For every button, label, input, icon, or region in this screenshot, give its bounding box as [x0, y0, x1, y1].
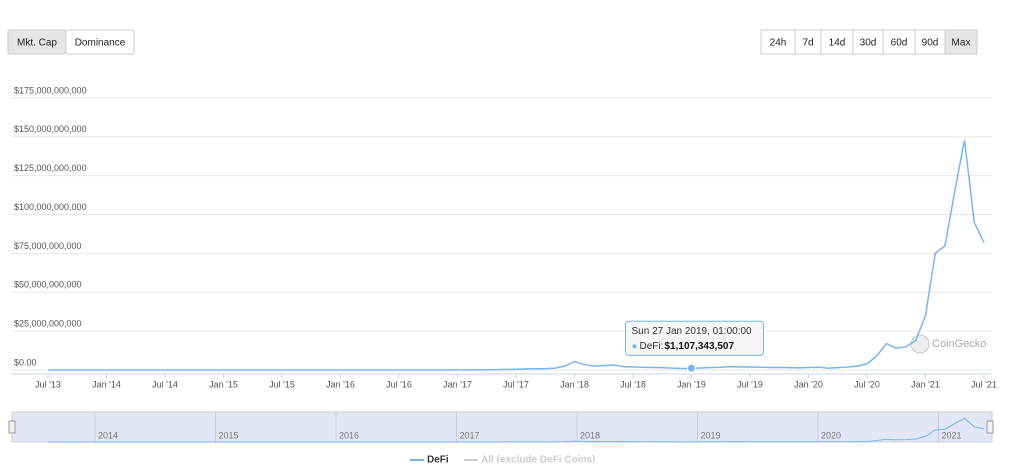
x-tick-label: Jan '19 — [677, 379, 706, 389]
y-tick-label: $25,000,000,000 — [14, 319, 82, 329]
range-button[interactable] — [852, 29, 884, 55]
x-tick-label: Jan '21 — [911, 379, 940, 389]
legend-label[interactable]: All (exclude DeFi Coins) — [481, 455, 595, 466]
x-tick-label: Jan '17 — [443, 379, 472, 389]
x-tick-label: Jul '19 — [737, 379, 763, 389]
x-tick-label: Jul '14 — [152, 379, 178, 389]
range-label: 14d — [829, 38, 846, 49]
tooltip-value: $1,107,343,507 — [665, 341, 735, 352]
watermark: CoinGecko — [932, 338, 986, 350]
x-tick-label: Jul '21 — [971, 379, 997, 389]
navigator — [11, 411, 993, 443]
tooltip-box — [625, 320, 764, 356]
legend-label[interactable]: DeFi — [427, 455, 449, 466]
navigator-label: 2015 — [219, 430, 239, 440]
x-tick-label: Jan '20 — [794, 379, 823, 389]
x-tick-label: Jul '13 — [35, 379, 61, 389]
range-label: 90d — [922, 38, 939, 49]
range-button[interactable] — [882, 29, 916, 55]
tooltip-label: DeFi: — [640, 341, 664, 352]
navigator-label: 2016 — [339, 430, 359, 440]
tab-label: Mkt. Cap — [17, 38, 57, 49]
x-tick-label: Jul '20 — [854, 379, 880, 389]
y-tick-label: $125,000,000,000 — [14, 163, 87, 173]
navigator-label: 2019 — [701, 430, 721, 440]
x-tick-label: Jan '16 — [326, 379, 355, 389]
range-label: 24h — [770, 38, 787, 49]
y-tick-label: $50,000,000,000 — [14, 280, 82, 290]
range-label: 30d — [860, 38, 877, 49]
navigator-label: 2014 — [98, 430, 118, 440]
y-tick-label: $0.00 — [14, 357, 37, 367]
navigator-series — [48, 417, 985, 443]
tooltip-date: Sun 27 Jan 2019, 01:00:00 — [632, 326, 753, 337]
watermark-logo — [910, 334, 930, 354]
tab-button[interactable] — [65, 29, 135, 55]
tooltip-dot — [632, 344, 637, 349]
line-series — [47, 139, 985, 371]
x-tick-label: Jul '16 — [386, 379, 412, 389]
navigator-label: 2020 — [821, 430, 841, 440]
x-tick-label: Jul '15 — [269, 379, 295, 389]
y-tick-label: $150,000,000,000 — [14, 124, 87, 134]
y-tick-label: $175,000,000,000 — [14, 85, 87, 95]
range-label: Max — [952, 38, 971, 49]
range-label: 7d — [802, 38, 813, 49]
navigator-label: 2017 — [460, 430, 480, 440]
range-button[interactable] — [944, 29, 978, 55]
range-button[interactable] — [914, 29, 946, 55]
x-tick-label: Jan '14 — [92, 379, 121, 389]
range-label: 60d — [891, 38, 908, 49]
x-tick-label: Jul '17 — [503, 379, 529, 389]
navigator-label: 2021 — [942, 430, 962, 440]
navigator-handle[interactable] — [986, 420, 994, 434]
navigator-label: 2018 — [580, 430, 600, 440]
x-tick-label: Jul '18 — [620, 379, 646, 389]
x-tick-label: Jan '18 — [560, 379, 589, 389]
tooltip-point — [687, 363, 696, 373]
y-tick-label: $100,000,000,000 — [14, 202, 87, 212]
x-tick-label: Jan '15 — [209, 379, 238, 389]
y-tick-label: $75,000,000,000 — [14, 241, 82, 251]
navigator-handle[interactable] — [8, 420, 16, 434]
range-button[interactable] — [760, 29, 796, 55]
tab-label: Dominance — [75, 38, 126, 49]
